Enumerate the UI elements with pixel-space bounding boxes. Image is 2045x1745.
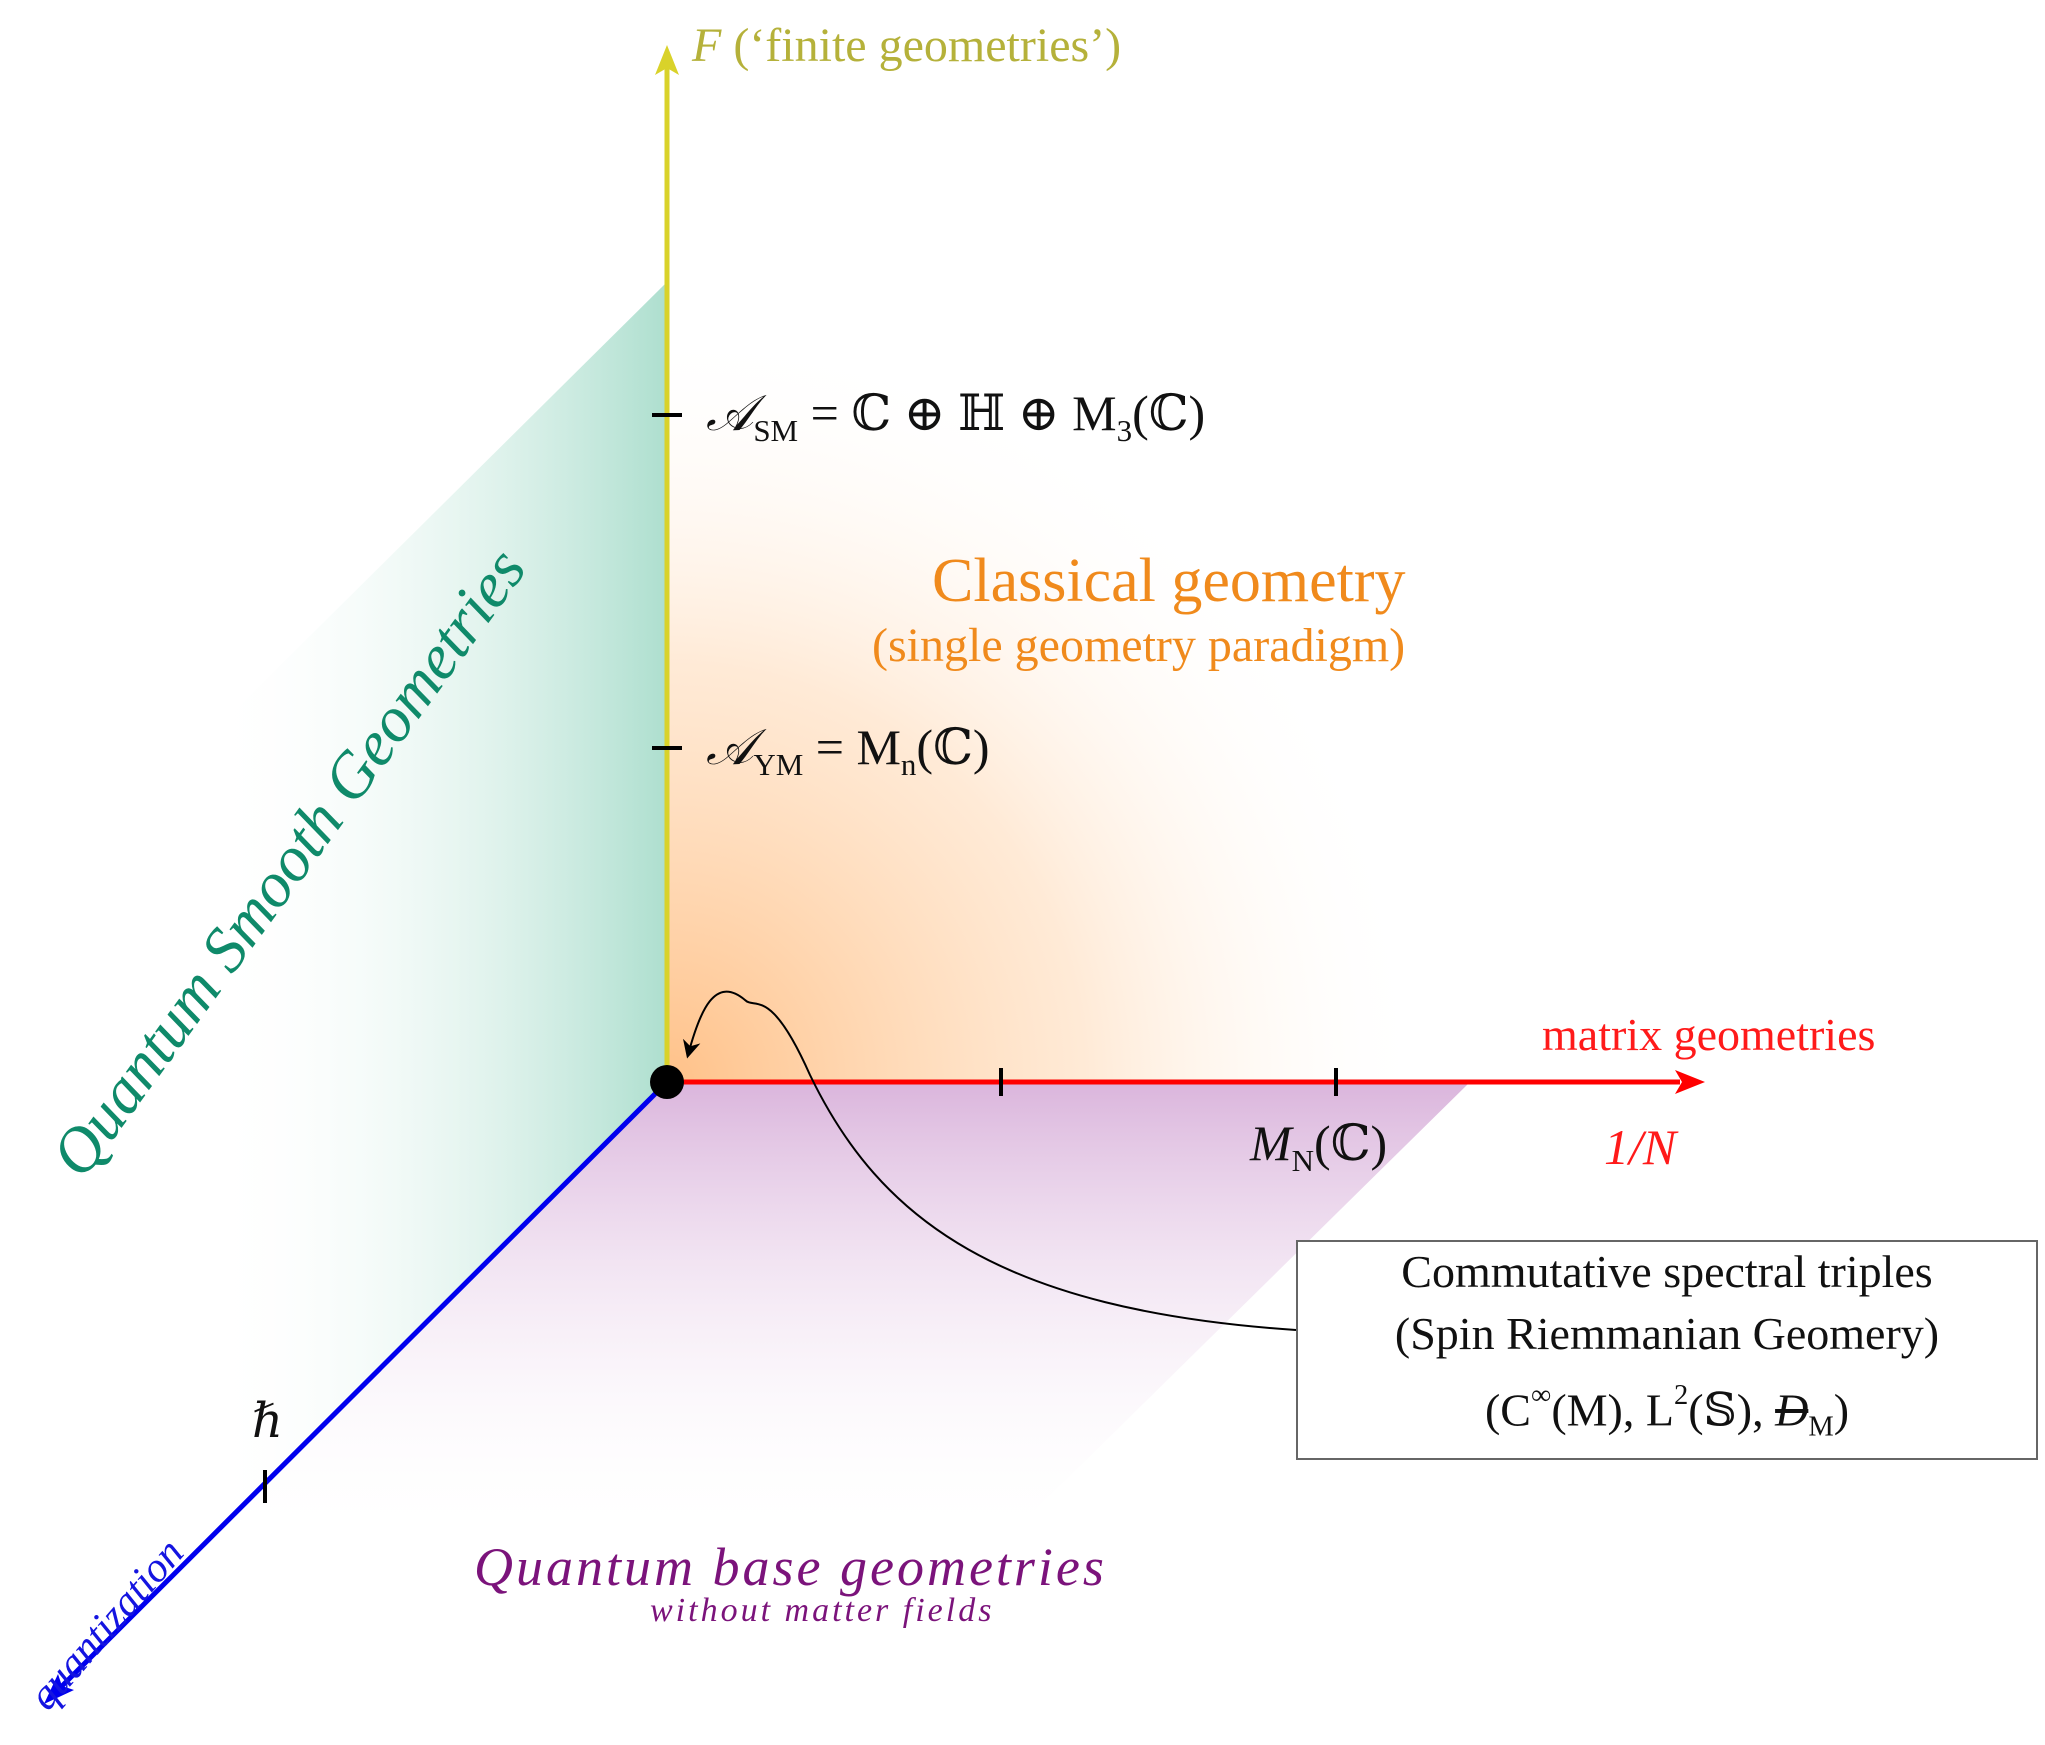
diagonal-axis xyxy=(58,1080,669,1690)
matrix-n-symbol: M xyxy=(1250,1115,1292,1171)
diagonal-axis-arrowhead xyxy=(44,1674,74,1704)
horizontal-axis-top-label: matrix geometries xyxy=(1542,1009,1876,1060)
callout-box: Commutative spectral triples (Spin Riemm… xyxy=(1296,1240,2038,1460)
ym-algebra-label: 𝒜YM = Mn(ℂ) xyxy=(706,722,990,780)
horizontal-axis-arrowhead xyxy=(1675,1070,1705,1094)
dirac-operator-symbol: D xyxy=(1775,1384,1809,1436)
callout-line-2: (Spin Riemmanian Geomery) xyxy=(1394,1308,1940,1360)
ym-algebra-tail: (ℂ) xyxy=(916,719,990,775)
vertical-axis-symbol: F xyxy=(692,19,722,72)
callout-line-3-close: ) xyxy=(1833,1384,1850,1436)
hbar-label: ℏ xyxy=(252,1395,283,1448)
horizontal-axis-bottom-label: 1/N xyxy=(1604,1119,1677,1175)
classical-plane xyxy=(667,282,1470,1082)
callout-line-3-inf: ∞ xyxy=(1530,1380,1552,1412)
sm-algebra-tail: (ℂ) xyxy=(1132,385,1206,441)
ym-algebra-sub2: n xyxy=(900,746,917,782)
ym-algebra-sub: YM xyxy=(753,746,804,782)
classical-subtitle: (single geometry paradigm) xyxy=(872,619,1406,672)
sm-algebra-rest: = ℂ ⊕ ℍ ⊕ M xyxy=(798,385,1117,441)
callout-line-1: Commutative spectral triples xyxy=(1401,1246,1933,1298)
callout-line-3-mid: (M), L xyxy=(1551,1384,1674,1436)
matrix-n-label: MN(ℂ) xyxy=(1250,1118,1387,1176)
sm-algebra-sub2: 3 xyxy=(1116,412,1133,448)
callout-line-3: (C∞(M), L2(𝕊), DM) xyxy=(1485,1365,1849,1458)
ym-algebra-rest: = M xyxy=(803,719,901,775)
base-subtitle: without matter fields xyxy=(650,1592,995,1629)
smooth-plane xyxy=(210,282,667,1535)
callout-line-3-two: 2 xyxy=(1673,1380,1689,1412)
vertical-axis-text: (‘finite geometries’) xyxy=(733,19,1122,72)
callout-line-3-spinor: (𝕊), xyxy=(1688,1384,1776,1436)
classical-title: Classical geometry xyxy=(932,547,1406,615)
callout-line-3-open: (C xyxy=(1484,1384,1531,1436)
origin-point xyxy=(650,1065,684,1099)
vertical-axis-label: F (‘finite geometries’) xyxy=(692,22,1121,70)
sm-algebra-sub: SM xyxy=(753,412,799,448)
sm-algebra-symbol: 𝒜 xyxy=(706,385,754,441)
base-title: Quantum base geometries xyxy=(474,1537,1107,1597)
ym-algebra-symbol: 𝒜 xyxy=(706,719,754,775)
base-plane xyxy=(210,1082,1470,1535)
matrix-n-sub: N xyxy=(1291,1142,1315,1178)
vertical-axis-arrowhead xyxy=(655,45,679,75)
callout-line-3-sub: M xyxy=(1808,1411,1834,1443)
callout-curve xyxy=(683,990,1297,1331)
sm-algebra-label: 𝒜SM = ℂ ⊕ ℍ ⊕ M3(ℂ) xyxy=(706,388,1205,446)
matrix-n-tail: (ℂ) xyxy=(1314,1115,1388,1171)
